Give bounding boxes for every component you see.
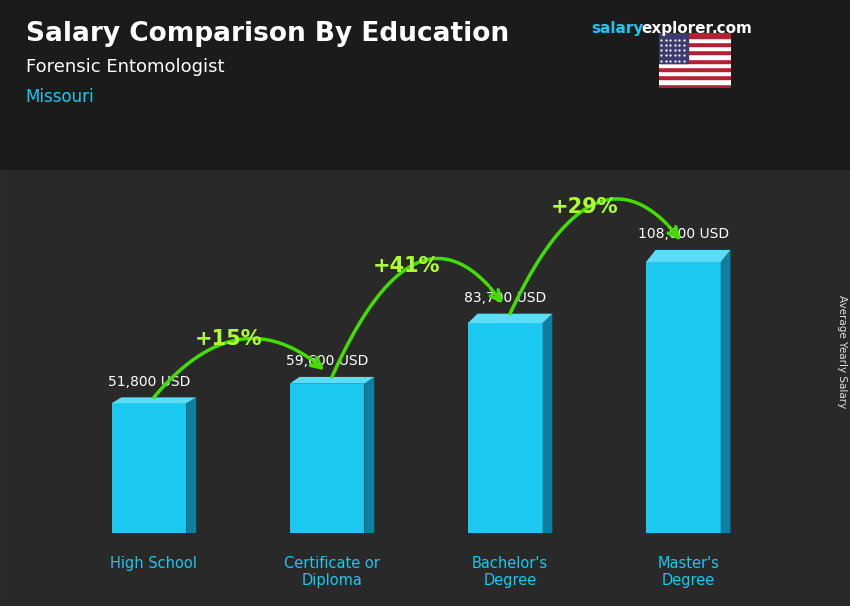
Bar xyxy=(0,0,850,170)
Bar xyxy=(659,33,688,62)
Bar xyxy=(659,42,731,46)
Bar xyxy=(659,55,731,59)
Text: Bachelor's
Degree: Bachelor's Degree xyxy=(472,556,548,588)
Text: salary: salary xyxy=(591,21,643,36)
Text: Average Yearly Salary: Average Yearly Salary xyxy=(837,295,847,408)
Text: +15%: +15% xyxy=(195,330,263,350)
Text: High School: High School xyxy=(110,556,197,571)
Polygon shape xyxy=(468,314,552,323)
Bar xyxy=(659,46,731,50)
Bar xyxy=(659,62,731,67)
Bar xyxy=(659,84,731,88)
Polygon shape xyxy=(646,262,721,533)
Text: 59,600 USD: 59,600 USD xyxy=(286,354,368,368)
Bar xyxy=(659,50,731,55)
Text: +41%: +41% xyxy=(373,256,440,276)
Text: Forensic Entomologist: Forensic Entomologist xyxy=(26,58,224,76)
Polygon shape xyxy=(542,314,552,533)
Text: 108,000 USD: 108,000 USD xyxy=(638,227,728,241)
Polygon shape xyxy=(290,377,374,384)
Text: +29%: +29% xyxy=(551,197,619,217)
Bar xyxy=(659,79,731,84)
Polygon shape xyxy=(468,323,542,533)
Polygon shape xyxy=(290,384,365,533)
Polygon shape xyxy=(111,403,186,533)
Bar xyxy=(659,71,731,75)
Polygon shape xyxy=(721,250,730,533)
Bar xyxy=(659,38,731,42)
Text: Certificate or
Diploma: Certificate or Diploma xyxy=(284,556,380,588)
Text: Master's
Degree: Master's Degree xyxy=(657,556,719,588)
Text: explorer: explorer xyxy=(642,21,714,36)
Bar xyxy=(659,67,731,71)
Polygon shape xyxy=(111,398,196,403)
Bar xyxy=(0,170,850,606)
Text: Missouri: Missouri xyxy=(26,88,94,106)
Bar xyxy=(659,75,731,79)
Polygon shape xyxy=(365,377,374,533)
Text: Salary Comparison By Education: Salary Comparison By Education xyxy=(26,21,508,47)
Bar xyxy=(659,33,731,38)
Text: 83,700 USD: 83,700 USD xyxy=(464,291,547,305)
Text: 51,800 USD: 51,800 USD xyxy=(108,375,190,388)
Polygon shape xyxy=(646,250,730,262)
Polygon shape xyxy=(186,398,196,533)
Bar xyxy=(659,59,731,62)
Text: .com: .com xyxy=(711,21,752,36)
